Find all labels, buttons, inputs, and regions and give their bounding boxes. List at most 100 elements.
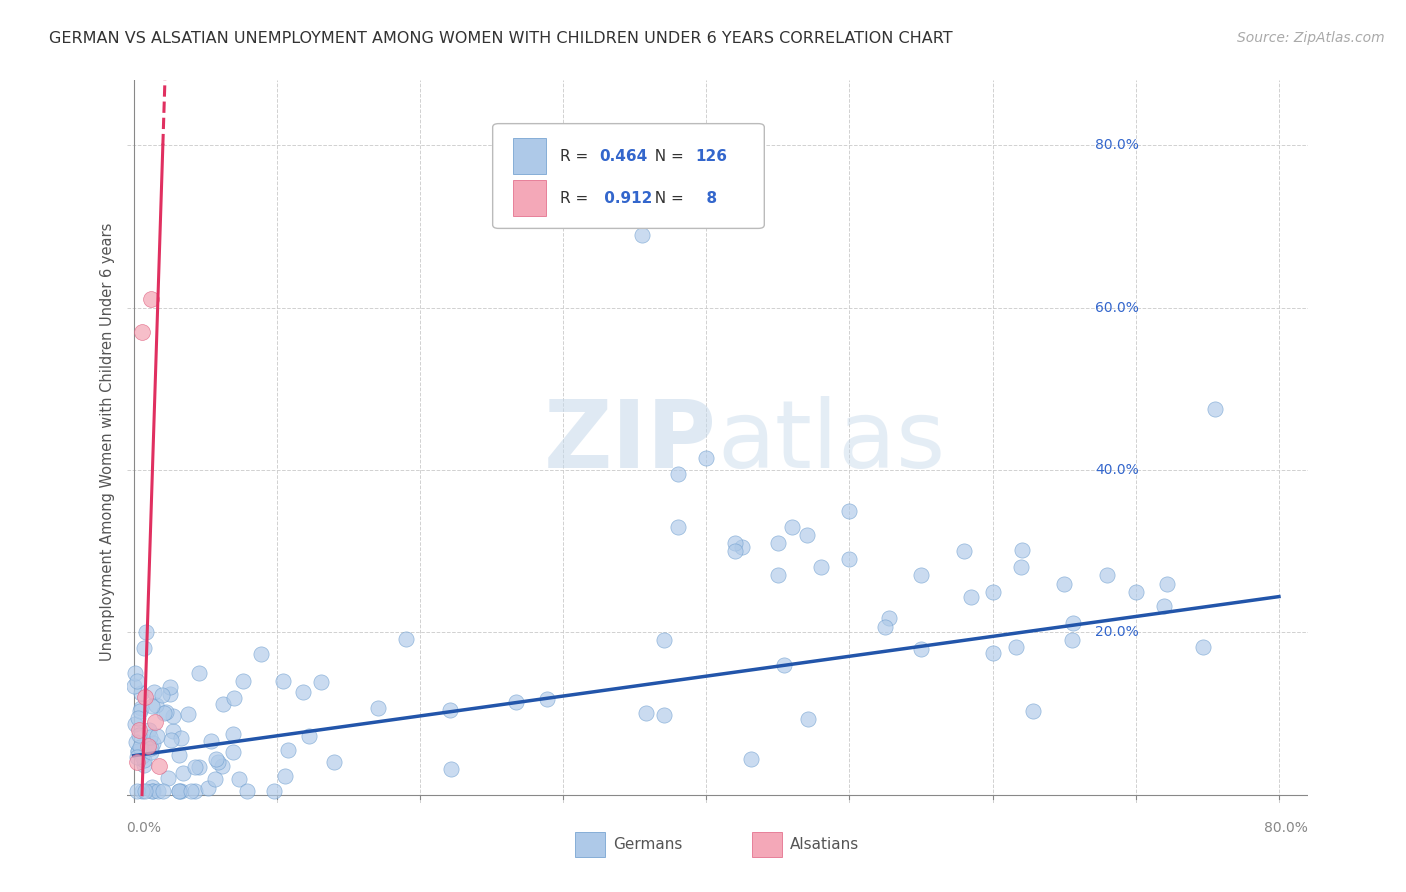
Point	[250, 648, 273, 662]
Point	[505, 695, 527, 709]
Point	[188, 760, 211, 774]
Point	[981, 584, 1004, 599]
Point	[177, 706, 200, 721]
Point	[169, 731, 191, 745]
Point	[141, 780, 163, 794]
Point	[146, 729, 169, 743]
Point	[180, 783, 202, 797]
Point	[1010, 560, 1032, 574]
Point	[263, 783, 285, 797]
Point	[139, 745, 162, 759]
Point	[222, 746, 245, 760]
Point	[170, 783, 193, 797]
Point	[184, 760, 207, 774]
Point	[134, 690, 156, 705]
Point	[125, 755, 148, 769]
Point	[169, 783, 191, 797]
Point	[155, 706, 177, 720]
Point	[724, 536, 747, 550]
Point	[131, 783, 153, 797]
Y-axis label: Unemployment Among Women with Children Under 6 years: Unemployment Among Women with Children U…	[100, 222, 115, 661]
Point	[148, 783, 170, 797]
Point	[652, 707, 675, 722]
Point	[1192, 640, 1215, 654]
Text: 0.0%: 0.0%	[127, 821, 162, 835]
Point	[197, 781, 219, 796]
Point	[910, 568, 932, 582]
Point	[838, 503, 860, 517]
Point	[131, 749, 153, 764]
Point	[167, 747, 190, 762]
Text: 80.0%: 80.0%	[1095, 138, 1139, 153]
Point	[136, 739, 159, 753]
Point	[141, 783, 163, 797]
Point	[132, 758, 155, 772]
FancyBboxPatch shape	[492, 124, 765, 228]
Point	[695, 450, 717, 465]
FancyBboxPatch shape	[513, 138, 546, 174]
Point	[139, 293, 162, 307]
Point	[125, 674, 148, 689]
Point	[298, 729, 321, 743]
Point	[159, 687, 181, 701]
Point	[631, 227, 654, 242]
Point	[367, 700, 389, 714]
FancyBboxPatch shape	[513, 180, 546, 216]
Point	[132, 753, 155, 767]
Text: ZIP: ZIP	[544, 395, 717, 488]
Point	[128, 728, 150, 742]
Point	[439, 703, 461, 717]
Point	[766, 568, 789, 582]
Point	[1022, 704, 1045, 718]
Point	[142, 783, 165, 797]
Text: 0.464: 0.464	[599, 149, 647, 163]
Point	[153, 706, 176, 720]
Text: R =: R =	[560, 191, 593, 205]
Point	[152, 783, 174, 797]
Point	[271, 673, 294, 688]
Point	[981, 646, 1004, 660]
Point	[156, 771, 179, 785]
Point	[235, 783, 257, 797]
FancyBboxPatch shape	[575, 831, 605, 857]
Point	[122, 679, 145, 693]
Point	[125, 735, 148, 749]
Point	[960, 590, 983, 604]
Point	[953, 544, 976, 558]
Text: Germans: Germans	[613, 838, 682, 852]
Point	[224, 691, 246, 706]
Point	[131, 686, 153, 700]
Text: 60.0%: 60.0%	[1095, 301, 1139, 315]
Point	[277, 742, 299, 756]
Point	[205, 752, 228, 766]
Point	[273, 769, 295, 783]
Point	[536, 692, 558, 706]
Point	[796, 528, 818, 542]
Point	[139, 740, 162, 755]
Point	[394, 632, 416, 647]
Point	[211, 759, 233, 773]
Text: atlas: atlas	[717, 395, 945, 488]
Point	[128, 723, 150, 737]
Point	[740, 752, 762, 766]
Text: 126: 126	[696, 149, 728, 163]
Point	[169, 783, 191, 797]
Text: Source: ZipAtlas.com: Source: ZipAtlas.com	[1237, 31, 1385, 45]
Point	[207, 756, 229, 770]
Point	[1156, 577, 1178, 591]
Point	[135, 624, 157, 639]
Point	[666, 467, 689, 481]
Text: N =: N =	[645, 149, 689, 163]
Text: R =: R =	[560, 149, 593, 163]
Point	[184, 783, 207, 797]
Point	[124, 716, 146, 731]
Point	[200, 734, 222, 748]
Text: GERMAN VS ALSATIAN UNEMPLOYMENT AMONG WOMEN WITH CHILDREN UNDER 6 YEARS CORRELAT: GERMAN VS ALSATIAN UNEMPLOYMENT AMONG WO…	[49, 31, 953, 46]
Point	[232, 674, 254, 689]
Point	[125, 750, 148, 764]
Point	[141, 699, 163, 714]
Point	[875, 620, 897, 634]
Point	[766, 536, 789, 550]
Point	[797, 712, 820, 726]
Text: Alsatians: Alsatians	[790, 838, 859, 852]
